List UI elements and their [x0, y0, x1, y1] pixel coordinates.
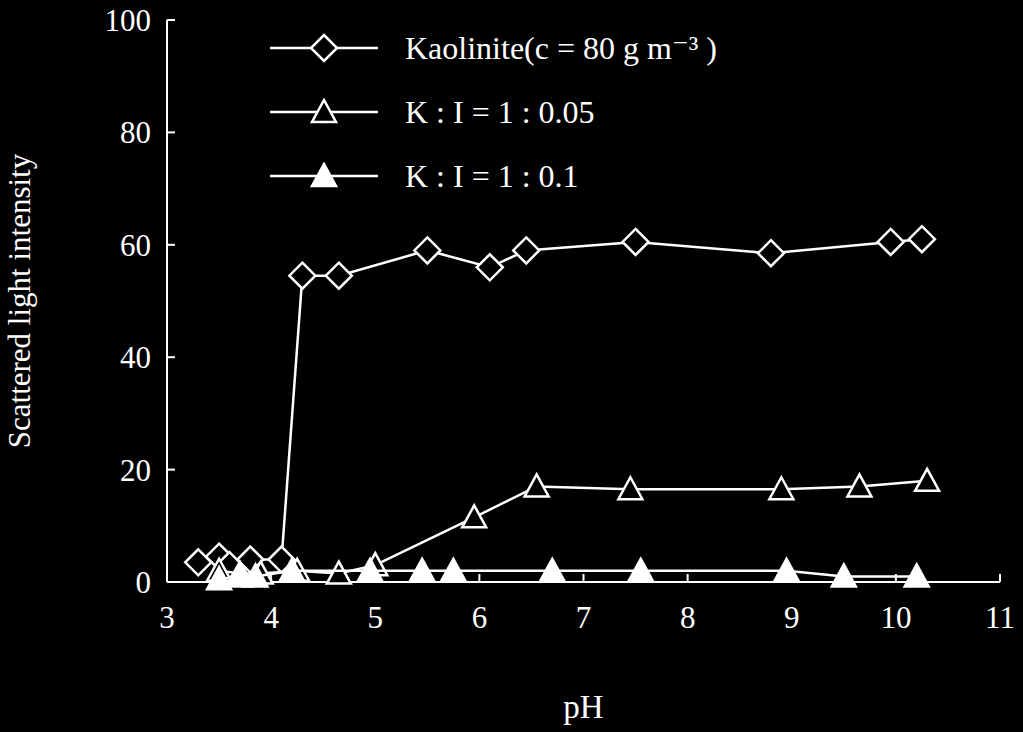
- x-axis-label: pH: [563, 689, 603, 725]
- chart: 3 4 5 6 7 8 9 10 11 0 20 40 60 80 100 pH Scattered light…: [0, 0, 1023, 732]
- data-point: [618, 477, 642, 499]
- legend-marker: [312, 100, 336, 122]
- y-tick-label: 60: [120, 228, 151, 263]
- y-tick: [167, 131, 175, 133]
- y-tick: [167, 244, 175, 246]
- data-point: [758, 240, 784, 266]
- background: [0, 0, 1023, 732]
- x-tick-label: 6: [472, 600, 488, 635]
- data-point: [909, 226, 935, 252]
- plot-area: [185, 226, 939, 589]
- data-point: [280, 559, 304, 581]
- y-tick-label: 40: [120, 340, 151, 375]
- data-point: [477, 254, 503, 280]
- data-point: [629, 559, 653, 581]
- data-point: [185, 549, 211, 575]
- legend-label: K : I = 1 : 0.1: [405, 158, 579, 194]
- legend-label: K : I = 1 : 0.05: [405, 94, 595, 130]
- data-point: [327, 562, 351, 584]
- data-point: [878, 229, 904, 255]
- data-point: [540, 559, 564, 581]
- data-point: [915, 469, 939, 491]
- data-point: [410, 559, 434, 581]
- series-line: [198, 239, 922, 565]
- y-tick: [167, 356, 175, 358]
- y-tick-label: 0: [136, 565, 152, 600]
- data-point: [525, 474, 549, 496]
- data-point: [775, 559, 799, 581]
- legend-label: Kaolinite(c = 80 g m⁻³ ): [405, 30, 717, 66]
- y-tick: [167, 581, 175, 583]
- x-tick: [999, 574, 1001, 582]
- x-tick-label: 8: [680, 600, 696, 635]
- series-line: [219, 571, 917, 579]
- y-tick: [167, 469, 175, 471]
- data-point: [244, 564, 268, 586]
- data-point: [769, 477, 793, 499]
- x-tick: [478, 574, 480, 582]
- x-tick-label: 4: [263, 600, 279, 635]
- data-point: [462, 505, 486, 527]
- legend-marker: [311, 35, 337, 61]
- y-tick-label: 20: [120, 453, 151, 488]
- data-point: [832, 564, 856, 586]
- legend-marker: [312, 164, 336, 186]
- data-point: [289, 263, 315, 289]
- x-tick-label: 5: [368, 600, 384, 635]
- data-point: [441, 559, 465, 581]
- y-axis: [166, 20, 168, 582]
- x-tick: [583, 574, 585, 582]
- y-axis-label: Scattered light intensity: [2, 153, 37, 448]
- x-tick-label: 11: [985, 600, 1015, 635]
- legend: Kaolinite(c = 80 g m⁻³ ) K : I = 1 : 0.05…: [270, 30, 717, 194]
- x-tick-label: 10: [880, 600, 911, 635]
- data-point: [905, 564, 929, 586]
- x-tick-label: 7: [576, 600, 592, 635]
- data-point: [358, 559, 382, 581]
- x-tick: [166, 574, 168, 582]
- data-point: [513, 237, 539, 263]
- data-point: [623, 229, 649, 255]
- x-tick-label: 3: [159, 600, 175, 635]
- y-tick: [167, 19, 175, 21]
- data-point: [847, 474, 871, 496]
- data-point: [414, 237, 440, 263]
- y-tick-label: 100: [105, 3, 152, 38]
- series-line: [219, 481, 927, 574]
- data-point: [326, 263, 352, 289]
- x-tick: [687, 574, 689, 582]
- y-tick-label: 80: [120, 115, 151, 150]
- x-tick-label: 9: [784, 600, 800, 635]
